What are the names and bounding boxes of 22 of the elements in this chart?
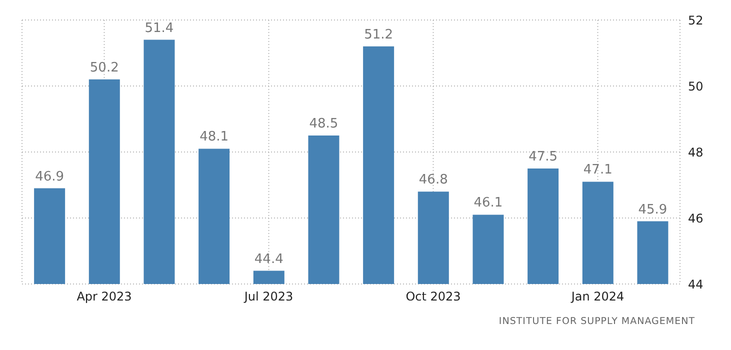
x-tick-label: Jan 2024	[570, 290, 624, 304]
data-label: 50.2	[90, 60, 119, 76]
y-tick-label: 52	[688, 13, 704, 28]
data-label: 48.1	[200, 130, 229, 145]
data-label: 44.4	[254, 252, 284, 267]
data-label: 46.9	[35, 169, 64, 184]
data-label: 48.5	[309, 116, 338, 132]
data-label: 51.2	[364, 27, 394, 42]
y-tick-label: 50	[688, 79, 704, 94]
y-tick-label: 48	[688, 145, 704, 160]
data-label: 45.9	[638, 202, 668, 218]
data-label: 46.1	[474, 196, 503, 211]
x-tick-label: Oct 2023	[406, 290, 461, 304]
y-tick-label: 46	[688, 211, 704, 226]
data-label: 46.8	[418, 172, 448, 188]
x-tick-label: Apr 2023	[76, 290, 132, 304]
data-label: 47.1	[583, 162, 612, 178]
text: INSTITUTE FOR SUPPLY MANAGEMENT	[498, 316, 695, 327]
y-tick-label: 44	[688, 277, 704, 292]
data-label: 51.4	[144, 20, 174, 36]
x-tick-label: Jul 2023	[243, 290, 294, 304]
data-label: 47.5	[528, 150, 558, 164]
